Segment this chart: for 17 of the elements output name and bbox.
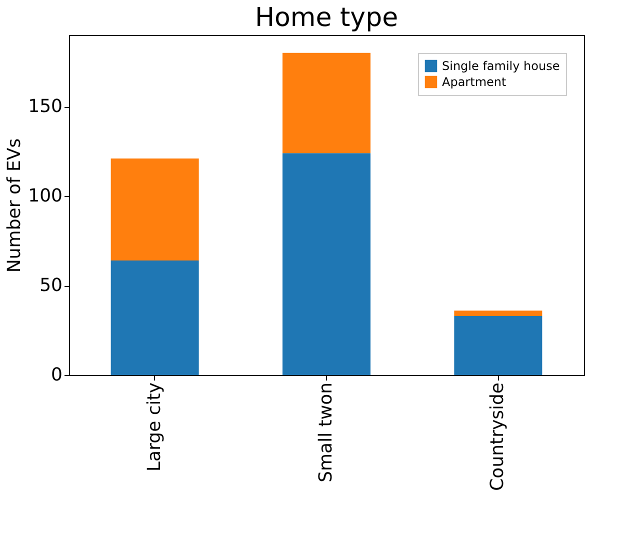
y-tick-label: 100	[28, 186, 62, 207]
chart-title: Home type	[254, 3, 398, 33]
x-tick-label: Countryside	[487, 382, 508, 491]
bar	[282, 153, 370, 375]
bar	[110, 158, 199, 260]
bar	[282, 52, 370, 154]
y-tick-label: 0	[51, 364, 62, 386]
x-tick-label: Large city	[144, 382, 165, 472]
bar	[110, 260, 199, 375]
y-tick-label: 50	[40, 275, 62, 296]
legend-label: Apartment	[442, 75, 506, 89]
legend-label: Single family house	[442, 59, 560, 73]
bar	[454, 316, 542, 375]
bar	[454, 310, 542, 316]
x-tick-label: Small twon	[316, 382, 336, 482]
y-tick-label: 150	[28, 96, 62, 118]
y-axis-title: Number of EVs	[4, 138, 26, 273]
